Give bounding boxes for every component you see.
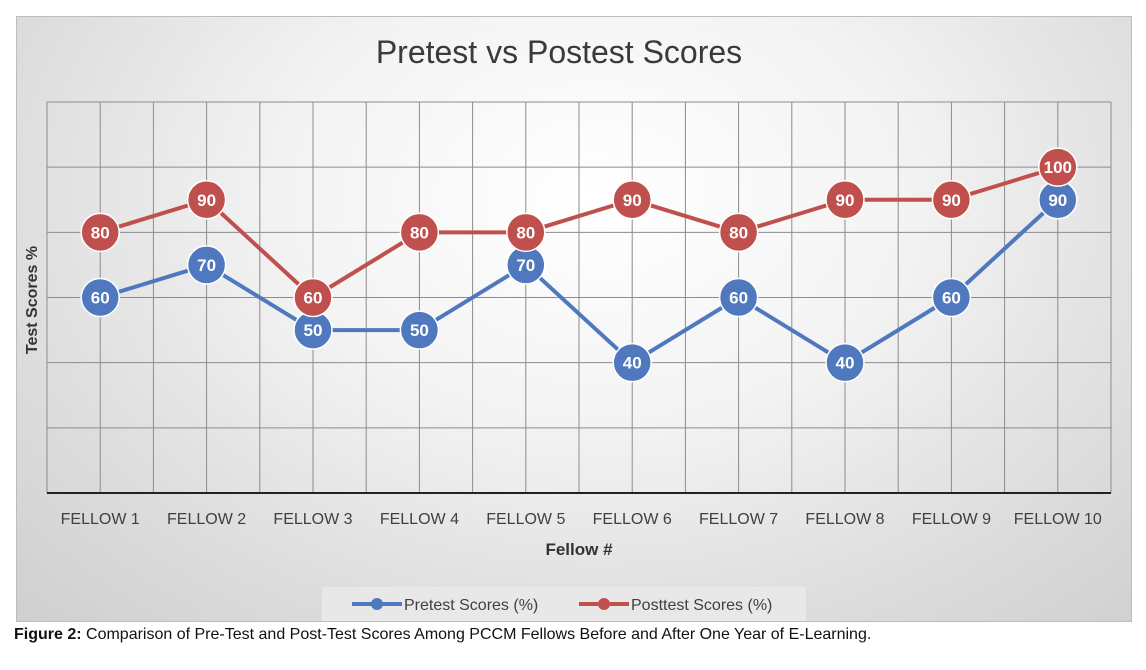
x-tick-labels: FELLOW 1 FELLOW 2 FELLOW 3 FELLOW 4 FELLOW 5… [61,511,1102,528]
data-point [80,277,120,318]
x-tick-label: FELLOW 1 [61,511,140,528]
data-label: 80 [410,223,429,242]
x-tick-label: FELLOW 4 [380,511,459,528]
x-tick-label: FELLOW 6 [593,511,672,528]
data-point [718,212,759,253]
legend-item: Posttest Scores (%) [579,597,772,614]
data-point [931,277,972,318]
data-label: 100 [1044,158,1072,177]
data-label: 60 [942,289,961,308]
data-label: 50 [410,321,429,340]
data-label: 90 [836,191,855,210]
x-tick-label: FELLOW 8 [805,511,884,528]
y-axis-title: Test Scores % [24,246,41,354]
gridlines [46,101,1112,494]
chart-panel: Pretest vs Postest Scores FELLOW 1 FELLOW… [16,16,1132,622]
data-point [399,310,440,350]
caption-text: Comparison of Pre-Test and Post-Test Sco… [86,626,872,643]
x-tick-label: FELLOW 2 [167,511,246,528]
data-label: 80 [729,223,748,242]
data-label: 80 [91,223,110,242]
data-label: 40 [836,354,855,373]
legend-marker-icon [371,598,383,610]
data-point [186,245,227,285]
x-tick-label: FELLOW 3 [273,511,352,528]
chart-title: Pretest vs Postest Scores [376,34,742,70]
series-line [99,198,1060,365]
figure-caption: Figure 2: Comparison of Pre-Test and Pos… [14,626,1134,650]
data-point [80,212,120,253]
data-point [825,342,865,383]
series-line [99,165,1059,300]
data-label: 90 [1048,191,1067,210]
data-label: 90 [197,191,216,210]
legend-label: Posttest Scores (%) [631,597,772,614]
data-point [186,180,227,220]
x-tick-label: FELLOW 5 [486,511,565,528]
data-point [825,180,865,220]
data-label: 80 [516,223,535,242]
x-axis-title: Fellow # [545,540,613,559]
legend-label: Pretest Scores (%) [404,597,538,614]
data-point [612,342,652,383]
data-point [718,277,759,318]
data-label: 60 [304,289,323,308]
legend: Pretest Scores (%) Posttest Scores (%) [322,587,806,621]
data-label: 50 [304,321,323,340]
data-label: 60 [91,289,110,308]
legend-item: Pretest Scores (%) [352,597,538,614]
line-chart: Pretest vs Postest Scores FELLOW 1 FELLOW… [24,34,1112,621]
series-layer: 60 70 50 50 70 40 60 40 60 90 80 90 60 80 80 90 80 90 90 10… [80,147,1078,383]
data-point [1038,147,1078,187]
data-point [612,180,652,220]
data-point [931,180,972,220]
data-label: 90 [942,191,961,210]
data-label: 40 [623,354,642,373]
data-label: 70 [197,256,216,275]
data-point [399,212,440,253]
data-point [293,277,333,318]
legend-marker-icon [598,598,610,610]
data-point [506,212,546,253]
x-tick-label: FELLOW 9 [912,511,991,528]
series-pretest: 60 70 50 50 70 40 60 40 60 90 [80,180,1078,383]
legend-box [322,587,806,621]
x-tick-label: FELLOW 10 [1014,511,1102,528]
data-label: 90 [623,191,642,210]
data-label: 60 [729,289,748,308]
caption-label: Figure 2: [14,626,82,643]
data-label: 70 [516,256,535,275]
x-tick-label: FELLOW 7 [699,511,778,528]
series-posttest: 80 90 60 80 80 90 80 90 90 100 [80,147,1078,318]
